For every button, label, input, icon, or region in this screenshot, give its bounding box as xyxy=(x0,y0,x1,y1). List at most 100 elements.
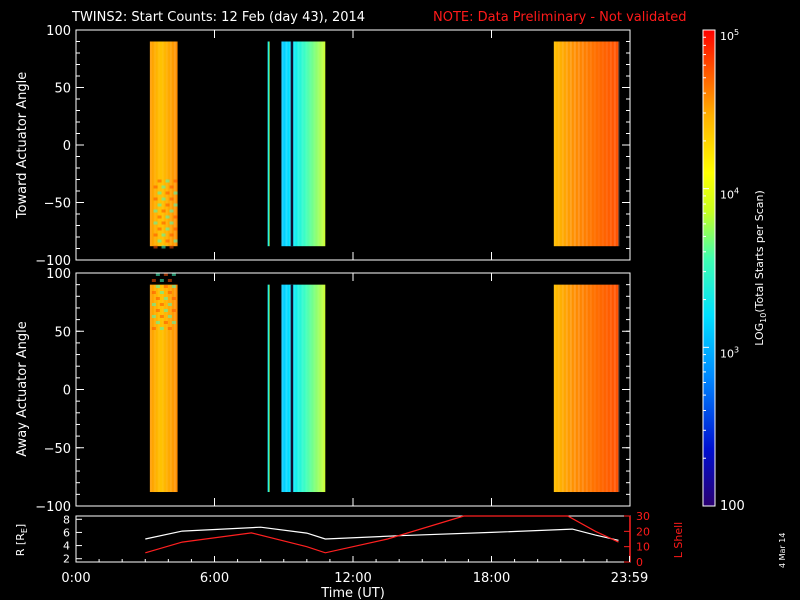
chart-title: TWINS2: Start Counts: 12 Feb (day 43), 2… xyxy=(71,10,365,25)
heatmap-band-cell xyxy=(171,321,176,324)
heatmap-band-cell xyxy=(157,215,162,219)
time-axis-ticks: 0:00 6:00 12:00 18:00 23:59 xyxy=(61,556,648,586)
heatmap-stripe xyxy=(157,284,160,493)
heatmap-stripe xyxy=(553,41,556,247)
heatmap-band-cell xyxy=(171,285,176,288)
heatmap-stripe xyxy=(585,284,588,493)
heatmap-band-cell xyxy=(173,191,178,195)
toward-y-axis-label: Toward Actuator Angle xyxy=(15,72,30,219)
orbit-lines xyxy=(145,515,619,554)
heatmap-band-cell xyxy=(167,303,172,306)
heatmap-stripe xyxy=(297,284,300,493)
heatmap-band-cell xyxy=(153,209,158,213)
heatmap-band-cell xyxy=(155,285,160,288)
heatmap-band-cell xyxy=(163,285,168,288)
heatmap-band-cell xyxy=(161,197,166,201)
colorbar-tick-label: 105 xyxy=(720,28,739,43)
heatmap-blocks-toward xyxy=(149,41,620,249)
heatmap-band-cell xyxy=(151,291,156,294)
heatmap-band-cell xyxy=(173,179,178,183)
heatmap-stripe xyxy=(301,284,304,493)
heatmap-band-cell xyxy=(155,321,160,324)
heatmap-block xyxy=(281,284,326,493)
heatmap-stripe xyxy=(581,41,584,247)
heatmap-stripe xyxy=(289,284,292,493)
heatmap-stripe xyxy=(577,284,580,493)
lshell-tick-label: 0 xyxy=(636,556,643,569)
r-tick-label: 8 xyxy=(63,513,70,526)
lshell-tick-label: 10 xyxy=(636,541,650,554)
r-tick-label: 4 xyxy=(63,540,70,553)
heatmap-stripe xyxy=(169,284,172,493)
away-y-axis-label: Away Actuator Angle xyxy=(15,321,30,456)
heatmap-band-cell xyxy=(169,233,174,237)
heatmap-block xyxy=(553,41,619,247)
colorbar-label: LOG10(Total Starts per Scan) xyxy=(753,190,768,346)
heatmap-stripe xyxy=(297,41,300,247)
heatmap-band-cell xyxy=(155,297,160,300)
heatmap-band-cell xyxy=(171,273,176,276)
heatmap-band-cell xyxy=(157,179,162,183)
heatmap-stripe xyxy=(597,41,600,247)
heatmap-stripe xyxy=(593,284,596,493)
heatmap-band-cell xyxy=(159,279,164,282)
x-tick-label: 18:00 xyxy=(473,571,510,586)
heatmap-band-cell xyxy=(169,197,174,201)
preliminary-note: NOTE: Data Preliminary - Not validated xyxy=(433,10,687,25)
colorbar-min-label: 100 xyxy=(720,499,745,514)
heatmap-stripe xyxy=(581,284,584,493)
y-tick-label: 0 xyxy=(63,384,71,399)
heatmap-band-cell xyxy=(169,221,174,225)
heatmap-band-cell xyxy=(159,327,164,330)
heatmap-stripe xyxy=(313,284,316,493)
heatmap-block xyxy=(267,41,270,247)
heatmap-band-cell xyxy=(157,203,162,207)
heatmap-stripe xyxy=(157,41,160,247)
heatmap-band-cell xyxy=(161,221,166,225)
colorbar: 105 104 103 100 LOG10(Total Starts per Sca… xyxy=(702,28,768,514)
heatmap-stripe xyxy=(153,41,156,247)
heatmap-band-cell xyxy=(163,273,168,276)
heatmap-band-cell xyxy=(155,309,160,312)
heatmap-stripe xyxy=(609,284,612,493)
heatmap-band-cell xyxy=(157,227,162,231)
heatmap-stripe xyxy=(601,284,604,493)
heatmap-stripe xyxy=(317,41,320,247)
heatmap-stripe xyxy=(317,284,320,493)
heatmap-band-cell xyxy=(169,245,174,249)
lshell-axis-ticks: 30 20 10 0 xyxy=(624,510,650,569)
toward-y-ticks: 100 50 0 −50 −100 xyxy=(35,24,631,269)
heatmap-stripe xyxy=(153,284,156,493)
heatmap-stripe xyxy=(589,41,592,247)
away-y-ticks: 100 50 0 −50 −100 xyxy=(35,267,631,515)
heatmap-stripe xyxy=(589,284,592,493)
heatmap-stripe xyxy=(301,41,304,247)
heatmap-band-cell xyxy=(159,303,164,306)
heatmap-stripe xyxy=(293,41,296,247)
heatmap-band-cell xyxy=(167,279,172,282)
heatmap-band-cell xyxy=(165,239,170,243)
heatmap-stripe xyxy=(289,41,292,247)
x-tick-label: 6:00 xyxy=(200,571,229,586)
heatmap-band-cell xyxy=(151,303,156,306)
heatmap-stripe xyxy=(569,284,572,493)
heatmap-band-cell xyxy=(171,309,176,312)
heatmap-band-cell xyxy=(169,209,174,213)
heatmap-band-cell xyxy=(167,291,172,294)
r-axis-label: R [RE] xyxy=(14,524,29,556)
heatmap-band-cell xyxy=(161,185,166,189)
heatmap-stripe xyxy=(169,41,172,247)
heatmap-band-cell xyxy=(159,291,164,294)
heatmap-band-cell xyxy=(169,185,174,189)
lshell-tick-label: 20 xyxy=(636,525,650,538)
heatmap-stripe xyxy=(573,284,576,493)
heatmap-stripe xyxy=(561,284,564,493)
heatmap-band-cell xyxy=(163,309,168,312)
panel-toward: 100 50 0 −50 −100 Toward Actuator Angle xyxy=(15,24,631,269)
heatmap-stripe xyxy=(149,284,152,493)
heatmap-stripe xyxy=(305,284,308,493)
heatmap-band-cell xyxy=(163,297,168,300)
heatmap-band-cell xyxy=(165,215,170,219)
